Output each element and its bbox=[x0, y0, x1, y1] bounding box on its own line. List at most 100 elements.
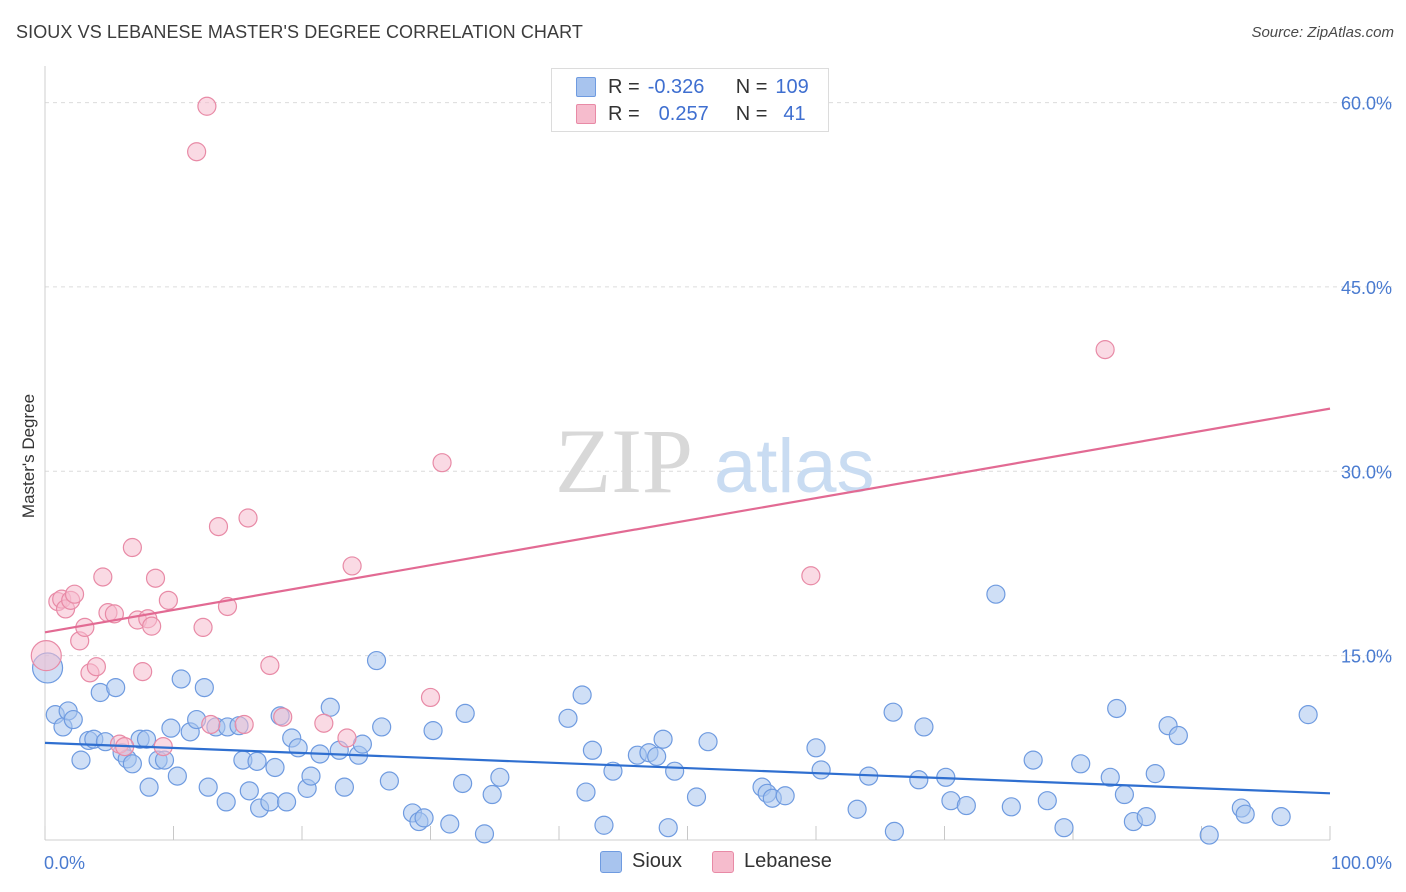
lebanese-point bbox=[1095, 340, 1115, 360]
sioux-point bbox=[1136, 807, 1156, 827]
sioux-point bbox=[698, 732, 718, 752]
legend-swatch-lebanese bbox=[576, 104, 596, 124]
y-tick-label: 30.0% bbox=[1341, 462, 1392, 482]
sioux-point bbox=[161, 718, 181, 738]
lebanese-trend-line bbox=[44, 407, 1331, 634]
sioux-point bbox=[198, 777, 218, 797]
sioux-point bbox=[594, 815, 614, 835]
sioux-point bbox=[414, 808, 434, 828]
legend-item-lebanese: Lebanese bbox=[712, 850, 832, 873]
sioux-point bbox=[1168, 725, 1188, 746]
sioux-point bbox=[1145, 764, 1165, 784]
lebanese-point bbox=[133, 662, 153, 682]
sioux-point bbox=[884, 821, 904, 841]
legend-n-value: 41 bbox=[783, 102, 806, 125]
watermark-zip: ZIP bbox=[555, 410, 693, 512]
sioux-point bbox=[490, 767, 510, 787]
sioux-point bbox=[1001, 797, 1021, 817]
sioux-point bbox=[1235, 804, 1255, 824]
legend-row-lebanese: R = 0.257 N = 41 bbox=[576, 101, 806, 127]
legend-n-label: N = bbox=[735, 75, 768, 98]
sioux-point bbox=[686, 787, 707, 807]
lebanese-point bbox=[432, 453, 452, 473]
lebanese-point bbox=[273, 707, 293, 727]
sioux-point bbox=[334, 777, 355, 797]
sioux-point bbox=[455, 703, 475, 724]
legend-r-value: -0.326 bbox=[647, 75, 705, 98]
sioux-point bbox=[453, 773, 473, 794]
lebanese-point bbox=[342, 556, 362, 576]
x-tick-label: 0.0% bbox=[44, 853, 85, 873]
axes bbox=[44, 66, 1331, 841]
sioux-trend-line bbox=[44, 741, 1331, 795]
lebanese-point bbox=[30, 640, 62, 672]
sioux-point bbox=[914, 717, 934, 737]
sioux-point bbox=[847, 799, 867, 819]
sioux-point bbox=[1037, 791, 1057, 811]
y-tick-label: 45.0% bbox=[1341, 278, 1392, 298]
lebanese-point bbox=[420, 687, 441, 708]
sioux-point bbox=[1100, 767, 1120, 787]
legend-label-sioux: Sioux bbox=[632, 850, 683, 872]
lebanese-point bbox=[122, 537, 142, 558]
y-tick-label: 15.0% bbox=[1341, 647, 1392, 667]
lebanese-point bbox=[93, 567, 113, 587]
tick-labels: 15.0% 30.0% 45.0% 60.0% 0.0% 100.0% bbox=[44, 94, 1392, 873]
grid-lines bbox=[45, 102, 1392, 657]
lebanese-point bbox=[201, 714, 221, 735]
sioux-point bbox=[576, 782, 596, 802]
sioux-point bbox=[909, 770, 929, 790]
legend-r-label: R = bbox=[608, 75, 640, 98]
watermark: ZIP atlas bbox=[555, 410, 875, 512]
legend-row-sioux: R = -0.326 N = 109 bbox=[576, 74, 809, 100]
sioux-point bbox=[806, 738, 826, 758]
sioux-point bbox=[1199, 825, 1219, 845]
sioux-point bbox=[1023, 750, 1043, 770]
sioux-point bbox=[558, 708, 578, 728]
sioux-point bbox=[811, 760, 831, 780]
sioux-point bbox=[247, 751, 267, 771]
sioux-point bbox=[122, 754, 142, 774]
sioux-point bbox=[265, 757, 285, 778]
sioux-point bbox=[366, 650, 387, 671]
sioux-point bbox=[1114, 784, 1135, 805]
lebanese-point bbox=[337, 728, 357, 748]
sioux-point bbox=[1271, 807, 1291, 827]
legend-item-sioux: Sioux bbox=[600, 850, 682, 873]
sioux-point bbox=[167, 766, 187, 786]
stats-legend: R = -0.326 N = 109 R = 0.257 N = 41 bbox=[551, 68, 829, 132]
sioux-point bbox=[372, 717, 392, 737]
lebanese-point bbox=[86, 657, 107, 677]
sioux-point bbox=[423, 721, 443, 741]
lebanese-point bbox=[145, 568, 166, 588]
series-sioux-points bbox=[31, 584, 1318, 845]
trend-lines bbox=[44, 407, 1331, 795]
sioux-point bbox=[106, 677, 126, 698]
legend-swatch-lebanese bbox=[712, 850, 735, 873]
sioux-point bbox=[1054, 818, 1074, 838]
sioux-point bbox=[665, 761, 685, 781]
sioux-point bbox=[320, 697, 340, 717]
source-credit: Source: ZipAtlas.com bbox=[1251, 24, 1394, 41]
legend-n-value: 109 bbox=[775, 75, 809, 98]
sioux-point bbox=[883, 702, 903, 722]
sioux-point bbox=[71, 750, 91, 770]
lebanese-point bbox=[801, 566, 821, 586]
sioux-point bbox=[658, 818, 678, 838]
sioux-point bbox=[572, 685, 592, 705]
sioux-point bbox=[440, 814, 460, 834]
lebanese-point bbox=[314, 713, 334, 733]
sioux-point bbox=[239, 781, 259, 801]
lebanese-point bbox=[197, 96, 217, 116]
sioux-point bbox=[171, 669, 191, 689]
sioux-point bbox=[603, 761, 623, 781]
lebanese-point bbox=[260, 655, 280, 676]
y-axis-label: Master's Degree bbox=[19, 394, 38, 518]
lebanese-point bbox=[234, 714, 254, 735]
legend-label-lebanese: Lebanese bbox=[744, 850, 832, 872]
sioux-point bbox=[260, 792, 280, 812]
lebanese-point bbox=[238, 508, 258, 528]
x-tick-label: 100.0% bbox=[1331, 853, 1392, 873]
y-tick-label: 60.0% bbox=[1341, 94, 1392, 114]
